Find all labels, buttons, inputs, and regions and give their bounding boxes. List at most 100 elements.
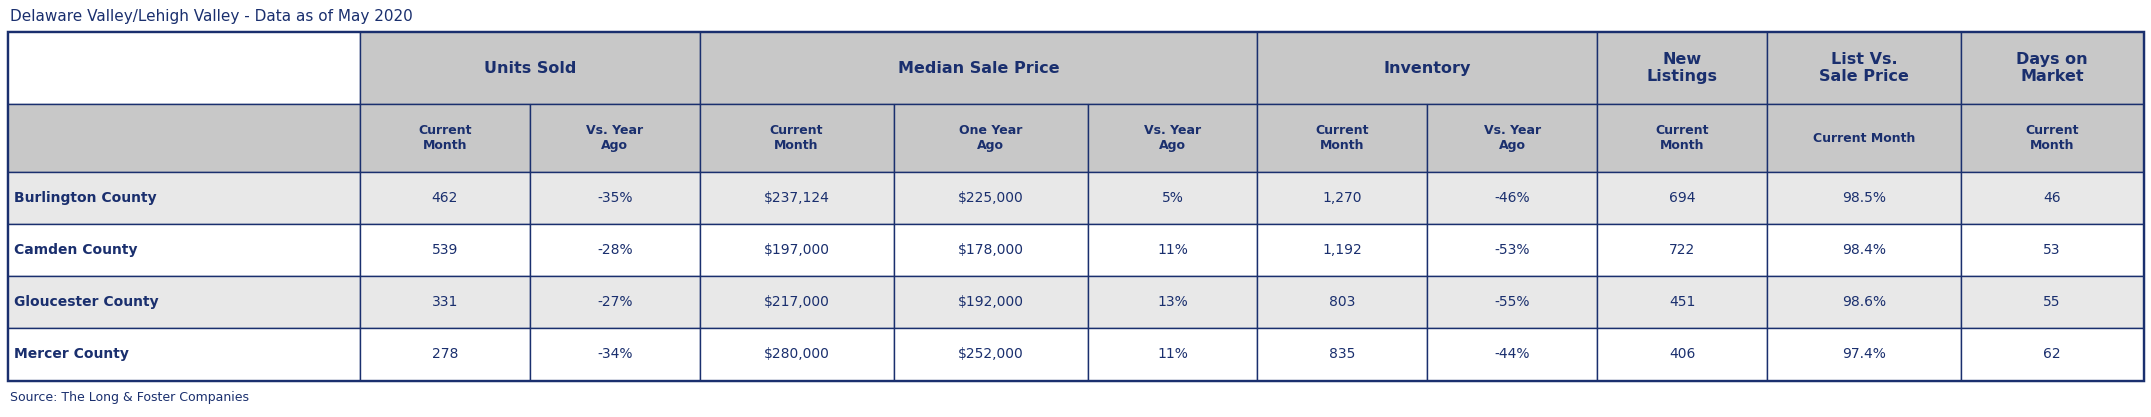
Bar bbox=[1962, 328, 2142, 380]
Bar bbox=[1088, 224, 1258, 276]
Bar bbox=[9, 32, 359, 104]
Bar bbox=[1258, 172, 1428, 224]
Bar bbox=[529, 224, 699, 276]
Bar bbox=[1598, 224, 1768, 276]
Text: 53: 53 bbox=[2043, 243, 2061, 257]
Bar bbox=[1768, 32, 1962, 104]
Bar bbox=[1598, 172, 1768, 224]
Bar bbox=[1598, 104, 1768, 172]
Text: $280,000: $280,000 bbox=[764, 347, 830, 361]
Bar bbox=[699, 104, 893, 172]
Bar bbox=[529, 104, 699, 172]
Text: 278: 278 bbox=[432, 347, 458, 361]
Bar bbox=[1962, 172, 2142, 224]
Text: $237,124: $237,124 bbox=[764, 191, 830, 205]
Bar bbox=[529, 276, 699, 328]
Text: 11%: 11% bbox=[1157, 347, 1187, 361]
Bar bbox=[1768, 276, 1962, 328]
Text: Current
Month: Current Month bbox=[2026, 124, 2078, 152]
Text: 406: 406 bbox=[1669, 347, 1695, 361]
Bar bbox=[1768, 104, 1962, 172]
Text: Units Sold: Units Sold bbox=[484, 60, 576, 75]
Bar bbox=[1428, 328, 1598, 380]
Text: Current
Month: Current Month bbox=[417, 124, 471, 152]
Text: Median Sale Price: Median Sale Price bbox=[897, 60, 1058, 75]
Bar bbox=[1088, 172, 1258, 224]
Bar bbox=[1428, 172, 1598, 224]
Text: Burlington County: Burlington County bbox=[15, 191, 157, 205]
Text: 98.6%: 98.6% bbox=[1841, 295, 1886, 309]
Text: -55%: -55% bbox=[1495, 295, 1529, 309]
Bar bbox=[1258, 104, 1428, 172]
Bar bbox=[1962, 224, 2142, 276]
Text: Vs. Year
Ago: Vs. Year Ago bbox=[585, 124, 643, 152]
Bar bbox=[359, 224, 529, 276]
Bar bbox=[893, 172, 1088, 224]
Bar bbox=[359, 104, 529, 172]
Bar bbox=[1088, 328, 1258, 380]
Bar bbox=[1258, 276, 1428, 328]
Text: -27%: -27% bbox=[598, 295, 632, 309]
Bar bbox=[1598, 328, 1768, 380]
Bar bbox=[359, 276, 529, 328]
Bar bbox=[1962, 104, 2142, 172]
Text: 11%: 11% bbox=[1157, 243, 1187, 257]
Bar bbox=[1598, 32, 1768, 104]
Text: 694: 694 bbox=[1669, 191, 1695, 205]
Text: Camden County: Camden County bbox=[15, 243, 138, 257]
Text: Current
Month: Current Month bbox=[770, 124, 824, 152]
Bar bbox=[1428, 276, 1598, 328]
Text: 803: 803 bbox=[1329, 295, 1355, 309]
Bar bbox=[893, 224, 1088, 276]
Text: 331: 331 bbox=[432, 295, 458, 309]
Bar bbox=[1768, 224, 1962, 276]
Text: 62: 62 bbox=[2043, 347, 2061, 361]
Bar bbox=[9, 328, 359, 380]
Bar bbox=[893, 276, 1088, 328]
Text: 46: 46 bbox=[2043, 191, 2061, 205]
Bar bbox=[1258, 32, 1598, 104]
Text: -34%: -34% bbox=[598, 347, 632, 361]
Text: New
Listings: New Listings bbox=[1648, 52, 1719, 84]
Text: One Year
Ago: One Year Ago bbox=[959, 124, 1022, 152]
Bar bbox=[1088, 104, 1258, 172]
Bar bbox=[699, 172, 893, 224]
Bar bbox=[359, 328, 529, 380]
Bar bbox=[11, 35, 2140, 377]
Text: Gloucester County: Gloucester County bbox=[15, 295, 159, 309]
Text: Delaware Valley/Lehigh Valley - Data as of May 2020: Delaware Valley/Lehigh Valley - Data as … bbox=[11, 8, 413, 23]
Text: Current
Month: Current Month bbox=[1316, 124, 1370, 152]
Bar bbox=[1962, 276, 2142, 328]
Text: $225,000: $225,000 bbox=[957, 191, 1024, 205]
Text: 539: 539 bbox=[432, 243, 458, 257]
Text: Vs. Year
Ago: Vs. Year Ago bbox=[1144, 124, 1200, 152]
Text: $178,000: $178,000 bbox=[957, 243, 1024, 257]
Bar bbox=[9, 32, 2142, 380]
Bar bbox=[359, 32, 699, 104]
Text: 462: 462 bbox=[432, 191, 458, 205]
Text: $197,000: $197,000 bbox=[764, 243, 830, 257]
Bar bbox=[699, 32, 1258, 104]
Text: -28%: -28% bbox=[596, 243, 632, 257]
Bar bbox=[1598, 276, 1768, 328]
Text: -44%: -44% bbox=[1495, 347, 1529, 361]
Bar bbox=[893, 104, 1088, 172]
Bar bbox=[1962, 32, 2142, 104]
Bar bbox=[529, 172, 699, 224]
Bar bbox=[9, 276, 359, 328]
Text: 13%: 13% bbox=[1157, 295, 1187, 309]
Bar bbox=[1768, 172, 1962, 224]
Bar bbox=[1428, 104, 1598, 172]
Text: Inventory: Inventory bbox=[1383, 60, 1471, 75]
Text: Current
Month: Current Month bbox=[1656, 124, 1708, 152]
Bar bbox=[9, 104, 359, 172]
Text: $217,000: $217,000 bbox=[764, 295, 830, 309]
Bar bbox=[9, 172, 359, 224]
Text: 835: 835 bbox=[1329, 347, 1355, 361]
Text: 451: 451 bbox=[1669, 295, 1695, 309]
Bar bbox=[1768, 328, 1962, 380]
Text: 1,270: 1,270 bbox=[1323, 191, 1362, 205]
Text: -46%: -46% bbox=[1495, 191, 1529, 205]
Bar bbox=[359, 172, 529, 224]
Bar bbox=[529, 328, 699, 380]
